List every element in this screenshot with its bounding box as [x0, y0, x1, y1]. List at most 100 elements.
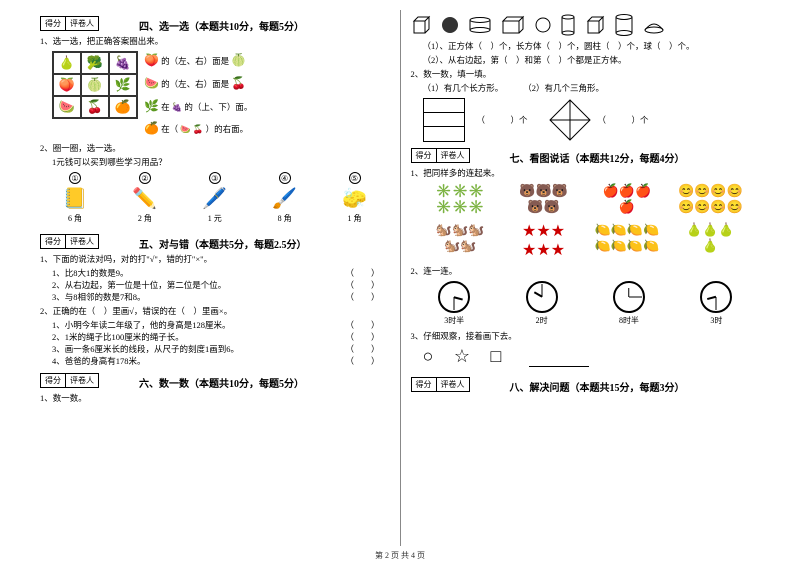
q4-2: 2、圈一圈，选一选。	[40, 142, 390, 154]
section-6-title: 六、数一数（本题共10分，每题5分）	[139, 375, 304, 390]
price: 1 角	[348, 213, 362, 224]
line-text: 的（左、右）面是	[161, 53, 229, 69]
cell: 🍉	[53, 96, 81, 118]
item-icon: 📒	[62, 186, 87, 211]
item: ④ 🖌️ 8 角	[272, 172, 297, 224]
q6-2b: （2）有几个三角形。	[523, 82, 604, 94]
clock-item: 3时半	[438, 281, 470, 326]
score-label: 得分	[412, 378, 437, 391]
tf-text: 4、爸爸的身高有178米。	[52, 355, 146, 367]
sequence-row: ○ ☆ □	[423, 346, 749, 367]
score-box-8: 得分 评卷人	[411, 377, 470, 392]
num: ③	[209, 172, 221, 184]
item: ②✏️2 角	[132, 172, 157, 224]
item-icon: 🖌️	[272, 186, 297, 211]
item: ①📒6 角	[62, 172, 87, 224]
num: ②	[139, 172, 151, 184]
q6-1: 1、数一数。	[40, 392, 390, 404]
item-icon: 🖊️	[202, 186, 227, 211]
cube2-icon	[585, 15, 605, 35]
clock-label: 3时	[710, 315, 722, 326]
item: ⑤🧽1 角	[342, 172, 367, 224]
num: ⑤	[349, 172, 361, 184]
cell: 🍇	[109, 52, 137, 74]
tf-row: 4、爸爸的身高有178米。（ ）	[52, 355, 390, 367]
line-icon: 🍉	[144, 72, 159, 95]
score-label: 得分	[41, 374, 66, 387]
end-icon: 🍈	[231, 49, 246, 72]
fruit-grid: 🍐 🥦 🍇 🍑 🍈 🌿 🍉 🍒 🍊	[52, 51, 138, 119]
score-box-4: 得分 评卷人	[40, 16, 99, 31]
q7-2: 2、连一连。	[411, 265, 761, 277]
line-icon: 🍊	[144, 117, 159, 140]
cell: 🍈	[81, 74, 109, 96]
q6-2: 2、数一数，填一填。	[411, 68, 761, 80]
grader-label: 评卷人	[437, 149, 469, 162]
clocks-row: 3时半 2时 8时半 3时	[411, 281, 761, 326]
tf-row: 3、画一条6厘米长的线段，从尺子的刻度1画到6。（ ）	[52, 343, 390, 355]
line-icon: 🌿	[144, 95, 159, 118]
left-column: 得分 评卷人 四、选一选（本题共10分，每题5分） 1、选一选，把正确答案圈出来…	[30, 10, 401, 546]
tf-text: 2、从右边起，第一位是十位，第二位是个位。	[52, 279, 226, 291]
tf-paren: （ ）	[345, 319, 379, 331]
triangle-diagram	[548, 98, 592, 142]
clock-item: 2时	[526, 281, 558, 326]
conn-cell: 😊😊😊😊 😊😊😊😊	[673, 183, 748, 214]
cell: 🍑	[53, 74, 81, 96]
cell: 🌿	[109, 74, 137, 96]
page-footer: 第 2 页 共 4 页	[0, 546, 800, 565]
connect-grid: ✳️✳️✳️ ✳️✳️✳️ 🐻🐻🐻 🐻🐻 🍎🍎🍎 🍎 😊😊😊😊 😊😊😊😊 🐿️🐿…	[423, 183, 749, 261]
conn-cell: ★★★ ★★★	[506, 222, 581, 260]
section-8-title: 八、解决问题（本题共15分，每题3分）	[510, 379, 685, 394]
tf-text: 3、与8相邻的数是7和8。	[52, 291, 146, 303]
score-box-5: 得分 评卷人	[40, 234, 99, 249]
line-text: 在 🍇 的（上、下）面。	[161, 99, 252, 115]
conn-cell: 🐿️🐿️🐿️ 🐿️🐿️	[423, 222, 498, 260]
clock-icon	[700, 281, 732, 313]
clock-label: 2时	[536, 315, 548, 326]
grader-label: 评卷人	[66, 17, 98, 30]
cuboid-icon	[501, 15, 525, 35]
line-text: 的（左、右）面是	[161, 76, 229, 92]
clock-label: 8时半	[619, 315, 639, 326]
shop-items: ①📒6 角 ②✏️2 角 ③🖊️1 元 ④🖌️8 角 ⑤🧽1 角	[40, 172, 390, 224]
cell: 🥦	[81, 52, 109, 74]
q7-1: 1、把同样多的连起来。	[411, 167, 761, 179]
q4-2b: 1元钱可以买到哪些学习用品？	[52, 156, 390, 168]
num: ④	[279, 172, 291, 184]
num: ①	[69, 172, 81, 184]
clock-icon	[613, 281, 645, 313]
cylinder-icon	[469, 17, 491, 33]
cube-icon	[411, 15, 431, 35]
q5-1: 1、下面的说法对吗，对的打"√"，错的打"×"。	[40, 253, 390, 265]
cell: 🍐	[53, 52, 81, 74]
cylinder2-icon	[561, 14, 575, 36]
clock-item: 3时	[700, 281, 732, 326]
tf-text: 1、比8大1的数是9。	[52, 267, 129, 279]
clock-label: 3时半	[444, 315, 464, 326]
tf-paren: （ ）	[345, 267, 379, 279]
grader-label: 评卷人	[66, 235, 98, 248]
item: ③🖊️1 元	[202, 172, 227, 224]
tf-row: 1、小明今年读二年级了，他的身高是128厘米。（ ）	[52, 319, 390, 331]
conn-cell: 🍋🍋🍋🍋 🍋🍋🍋🍋	[589, 222, 664, 260]
tf-text: 2、1米的绳子比100厘米的绳子长。	[52, 331, 184, 343]
q4-1: 1、选一选，把正确答案圈出来。	[40, 35, 390, 47]
shapes-q1: （1）、正方体（ ）个，长方体（ ）个，圆柱（ ）个，球（ ）个。	[423, 40, 761, 52]
conn-cell: ✳️✳️✳️ ✳️✳️✳️	[423, 183, 498, 214]
price: 8 角	[278, 213, 292, 224]
cone-icon	[643, 16, 665, 34]
price: 2 角	[138, 213, 152, 224]
tf-row: 1、比8大1的数是9。 （ ）	[52, 267, 390, 279]
sphere-icon	[441, 16, 459, 34]
bracket: （ ）个	[477, 114, 528, 126]
shapes-row	[411, 14, 761, 36]
circle-icon	[535, 17, 551, 33]
tf-paren: （ ）	[345, 279, 379, 291]
line-icon: 🍑	[144, 49, 159, 72]
right-column: （1）、正方体（ ）个，长方体（ ）个，圆柱（ ）个，球（ ）个。 （2）、从右…	[401, 10, 771, 546]
answer-blank[interactable]	[529, 357, 589, 367]
tf-row: 2、从右边起，第一位是十位，第二位是个位。 （ ）	[52, 279, 390, 291]
cell: 🍒	[81, 96, 109, 118]
section-5-title: 五、对与错（本题共5分，每题2.5分）	[139, 236, 307, 251]
